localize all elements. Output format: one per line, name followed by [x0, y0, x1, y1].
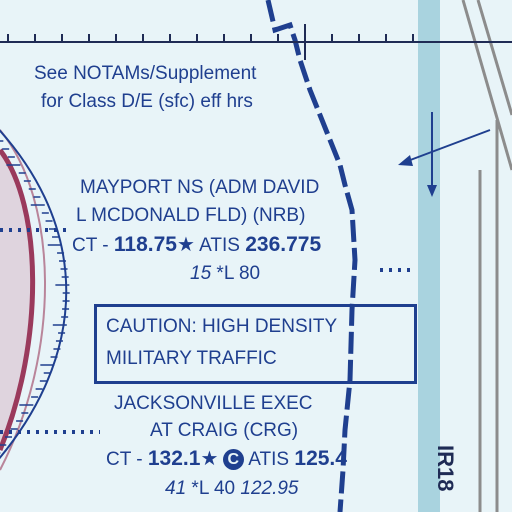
- jax-frequency-line: CT - 132.1★ C ATIS 125.4: [106, 448, 347, 470]
- scale-tick-line: [0, 24, 512, 60]
- military-route-lines: [461, 0, 512, 512]
- mayport-airport-data: 15 *L 80: [190, 264, 260, 283]
- part-time-star-icon: ★: [176, 234, 195, 256]
- jax-atis-label: ATIS: [248, 449, 295, 470]
- mayport-frequency-line: CT - 118.75★ ATIS 236.775: [72, 234, 321, 255]
- mayport-ct-frequency: 118.75: [113, 233, 177, 256]
- jax-atis-frequency: 125.4: [294, 447, 347, 470]
- jax-elevation: 41: [165, 478, 187, 499]
- jax-name-line2: AT CRAIG (CRG): [150, 420, 299, 441]
- jax-airport-data: 41 *L 40 122.95: [165, 479, 299, 498]
- vor-compass-rose: [0, 129, 70, 459]
- jax-ctaf-frequency: 122.95: [240, 478, 299, 499]
- notam-note-line2: for Class D/E (sfc) eff hrs: [41, 91, 253, 112]
- caution-box: [94, 304, 417, 384]
- class-d-boundary: [265, 0, 358, 512]
- jax-ct-frequency: 132.1: [147, 447, 201, 470]
- military-route-label: IR18: [433, 445, 458, 492]
- mayport-lighting-runway: *L 80: [211, 263, 261, 284]
- dotted-boundary-lines: [0, 228, 412, 434]
- class-c-airspace: [0, 129, 46, 471]
- part-time-star-icon: ★: [200, 448, 219, 470]
- mayport-name-line2: L MCDONALD FLD) (NRB): [76, 205, 306, 226]
- mayport-elevation: 15: [190, 263, 212, 284]
- jax-name-line1: JACKSONVILLE EXEC: [114, 393, 313, 414]
- notam-note-line1: See NOTAMs/Supplement: [34, 63, 257, 84]
- jax-lighting-runway: *L 40: [186, 478, 241, 499]
- caution-line1: CAUTION: HIGH DENSITY: [106, 316, 338, 337]
- water-band: [418, 0, 440, 512]
- caution-line2: MILITARY TRAFFIC: [106, 348, 277, 369]
- arrow-icon: [398, 112, 491, 197]
- mayport-atis-label: ATIS: [194, 235, 246, 256]
- jax-ct-label: CT -: [106, 449, 148, 470]
- mayport-atis-frequency: 236.775: [245, 233, 322, 256]
- ctaf-c-icon: C: [222, 449, 244, 470]
- mayport-name-line1: MAYPORT NS (ADM DAVID: [80, 177, 320, 198]
- mayport-ct-label: CT -: [72, 235, 114, 256]
